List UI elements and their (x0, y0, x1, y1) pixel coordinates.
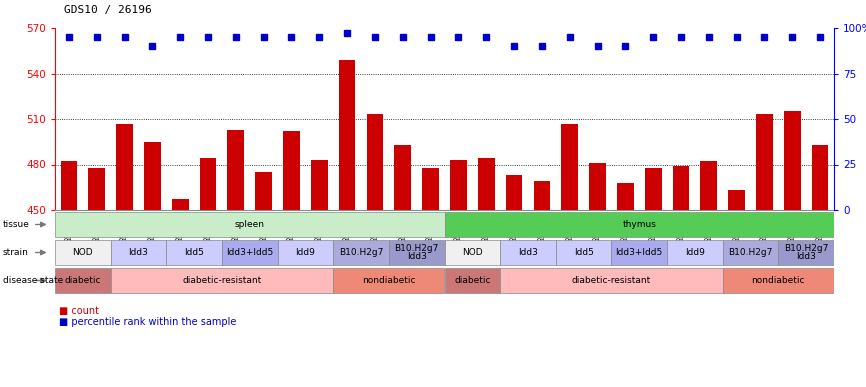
Bar (333, 240, 389, 265)
Bar (200, 158, 216, 210)
Bar (645, 168, 662, 210)
Text: Idd5: Idd5 (573, 248, 593, 257)
Bar (394, 145, 411, 210)
Bar (111, 240, 166, 265)
Bar (533, 181, 550, 210)
Text: nondiabetic: nondiabetic (752, 276, 805, 285)
Bar (667, 240, 723, 265)
Text: diabetic-resistant: diabetic-resistant (183, 276, 262, 285)
Text: diabetic-resistant: diabetic-resistant (572, 276, 651, 285)
Text: Idd3+Idd5: Idd3+Idd5 (226, 248, 274, 257)
Text: NOD: NOD (462, 248, 482, 257)
Bar (589, 163, 606, 210)
Bar (444, 240, 501, 265)
Text: Idd3+Idd5: Idd3+Idd5 (616, 248, 662, 257)
Bar (501, 267, 723, 293)
Bar (450, 160, 467, 210)
Bar (784, 111, 800, 210)
Bar (444, 267, 501, 293)
Text: Idd3: Idd3 (518, 248, 538, 257)
Text: strain: strain (3, 248, 29, 257)
Bar (423, 168, 439, 210)
Text: B10.H2g7
ldd3: B10.H2g7 ldd3 (395, 244, 439, 261)
Text: tissue: tissue (3, 220, 29, 229)
Text: diabetic: diabetic (454, 276, 490, 285)
Bar (723, 267, 834, 293)
Bar (811, 145, 829, 210)
Bar (222, 240, 278, 265)
Text: thymus: thymus (623, 220, 656, 229)
Text: GDS10 / 26196: GDS10 / 26196 (64, 5, 152, 15)
Bar (728, 190, 745, 210)
Bar (339, 60, 355, 210)
Bar (111, 267, 333, 293)
Bar (506, 175, 522, 210)
Bar (255, 172, 272, 210)
Bar (333, 267, 444, 293)
Bar (116, 123, 132, 210)
Bar (283, 131, 300, 210)
Text: NOD: NOD (73, 248, 94, 257)
Bar (228, 130, 244, 210)
Bar (311, 160, 327, 210)
Bar (701, 161, 717, 210)
Text: diabetic: diabetic (65, 276, 101, 285)
Text: spleen: spleen (235, 220, 265, 229)
Bar (478, 158, 494, 210)
Text: B10.H2g7: B10.H2g7 (339, 248, 384, 257)
Text: Idd5: Idd5 (184, 248, 204, 257)
Text: disease state: disease state (3, 276, 63, 285)
Bar (779, 240, 834, 265)
Bar (389, 240, 444, 265)
Bar (611, 240, 667, 265)
Bar (723, 240, 779, 265)
Bar (278, 240, 333, 265)
Text: B10.H2g7: B10.H2g7 (728, 248, 772, 257)
Bar (366, 115, 384, 210)
Bar (55, 240, 111, 265)
Text: Idd9: Idd9 (685, 248, 705, 257)
Bar (444, 212, 834, 238)
Text: ■ percentile rank within the sample: ■ percentile rank within the sample (60, 317, 236, 327)
Bar (556, 240, 611, 265)
Bar (55, 267, 111, 293)
Bar (561, 123, 578, 210)
Bar (166, 240, 222, 265)
Bar (501, 240, 556, 265)
Bar (673, 166, 689, 210)
Text: ■ count: ■ count (60, 306, 100, 315)
Bar (144, 142, 161, 210)
Bar (617, 183, 634, 210)
Bar (55, 212, 444, 238)
Text: nondiabetic: nondiabetic (362, 276, 416, 285)
Text: Idd3: Idd3 (128, 248, 148, 257)
Bar (61, 161, 77, 210)
Text: B10.H2g7
ldd3: B10.H2g7 ldd3 (784, 244, 829, 261)
Bar (88, 168, 105, 210)
Text: Idd9: Idd9 (295, 248, 315, 257)
Bar (171, 199, 189, 210)
Bar (756, 115, 772, 210)
